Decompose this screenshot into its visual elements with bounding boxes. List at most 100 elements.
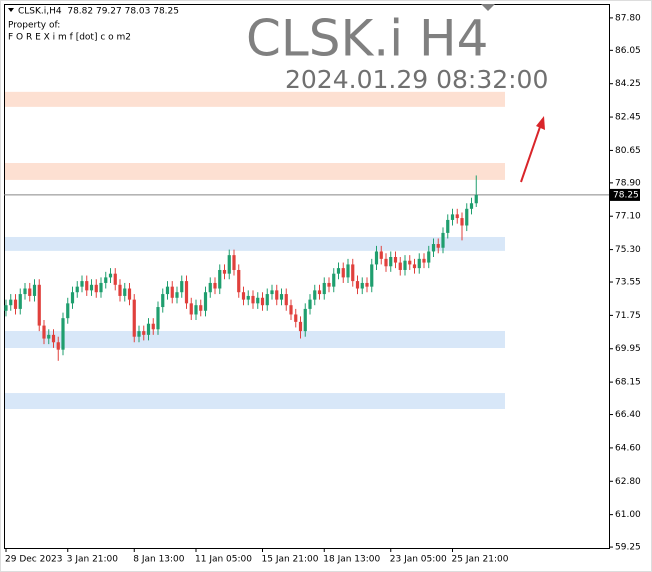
candle-body [441,232,445,248]
candle-body [298,321,303,332]
candle-body [146,323,151,335]
candle-body [393,257,398,263]
candle-body [9,299,13,306]
y-tick-label: 66.40 [615,410,641,420]
candle-body [75,286,79,293]
candle-body [13,299,18,309]
candle-body [427,251,431,263]
candle-body [360,282,364,289]
candle-body [23,288,27,295]
candle-body [474,194,478,204]
candle-body [175,292,179,298]
candle-body [189,303,193,315]
candle-body [227,255,231,274]
candle-body [308,299,312,309]
candle-body [218,269,222,289]
candle-body [241,292,246,300]
candle-body [374,251,379,265]
x-tick-label: 29 Dec 2023 [5,555,63,565]
candle-body [322,282,326,295]
candle-body [313,290,317,300]
candle-body [422,258,426,263]
note: Property of: [8,21,60,31]
candle-body [180,281,184,293]
y-tick-label: 69.95 [615,344,641,354]
candle-body [142,331,146,335]
candle-body [127,288,132,300]
candle-body [384,258,388,267]
candle-body [460,218,464,226]
candle-body [161,294,165,308]
candle-body [237,269,241,293]
candle-body [156,307,160,330]
candle-body [346,264,350,278]
zone [5,236,505,251]
candle-body [246,295,250,300]
x-tick-label: 3 Jan 21:00 [67,555,119,565]
candle-body [89,284,94,291]
y-tick-label: 73.55 [615,278,641,288]
candle-body [256,297,260,304]
x-tick-label: 23 Jan 05:00 [390,555,447,565]
candle-body [412,264,417,269]
candle-body [118,284,122,296]
candle-body [108,273,113,278]
y-tick-label: 59.25 [615,543,641,553]
candle-body [389,257,393,267]
candle-body [194,305,198,315]
zone [5,163,505,180]
candle-body [18,294,22,309]
candle-body [294,314,298,322]
candle-body [450,214,455,220]
candle-body [28,288,32,296]
y-tick-label: 87.80 [615,13,641,23]
zone [5,91,505,107]
candle-body [123,288,127,296]
candle-body [47,334,51,339]
y-tick-label: 78.90 [615,178,641,188]
candle-body [332,273,336,287]
y-tick-label: 80.65 [615,146,641,156]
candle-body [132,299,136,337]
candle-body [203,292,208,311]
arrow-shaft [520,123,542,183]
candle-body [251,295,255,304]
candle-body [70,292,75,304]
candle-body [213,282,217,289]
candle-body [408,260,412,265]
candle-body [398,262,402,270]
zones [5,91,505,409]
y-tick-label: 61.00 [615,510,641,520]
candle-body [199,305,203,311]
candle-body [436,244,440,248]
y-tick-label: 77.10 [615,212,641,222]
candle-body [403,260,407,270]
candle-body [42,325,46,339]
current-price-label: 78.25 [613,190,639,200]
zone [5,330,505,349]
candle-body [317,290,322,295]
current-price-box [610,188,640,201]
candle-body [446,219,450,233]
candle-body [232,255,236,270]
candle-body [85,281,89,291]
y-tick-label: 75.30 [615,245,641,255]
candle-body [104,277,108,283]
candle-body [222,269,227,274]
candle-body [365,282,369,287]
candle-body [455,214,459,219]
candle-body [417,258,421,269]
y-tick-label: 68.15 [615,378,641,388]
candle-body [165,286,170,295]
candle-body [170,286,174,298]
candle-body [327,282,331,287]
candle-body [275,290,279,300]
plot-border [4,4,610,549]
arrow-head [536,116,545,130]
candle-body [341,268,345,278]
candle-body [66,303,70,319]
y-tick-label: 62.80 [615,477,641,487]
y-tick-label: 82.45 [615,113,641,123]
menu-triangle [8,8,14,12]
